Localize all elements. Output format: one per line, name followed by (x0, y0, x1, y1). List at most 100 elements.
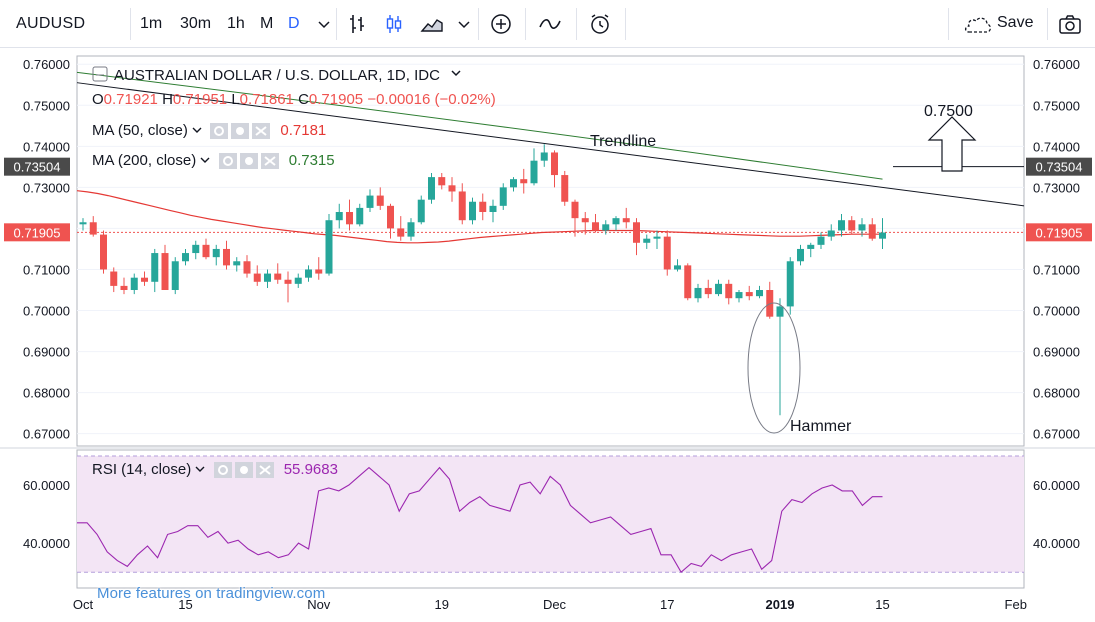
candle-body (622, 218, 630, 223)
save-label: Save (997, 14, 1034, 31)
price-tick-left: 0.76000 (23, 57, 70, 72)
price-tick-left: 0.68000 (23, 386, 70, 401)
top-toolbar: AUDUSD 1m 30m 1h M D Save (0, 0, 1095, 48)
candle-body (315, 269, 323, 274)
ohlc-high-label: H (162, 91, 173, 108)
candle-body (694, 287, 702, 299)
candle-body (469, 201, 476, 221)
price-tick-left: 0.69000 (23, 345, 70, 360)
rsi-settings-icons[interactable] (213, 461, 276, 479)
current-price-tag-right-bg (1026, 223, 1092, 242)
ohlc-change: −0.00016 (−0.02%) (367, 91, 496, 108)
candle-body (807, 244, 815, 249)
trendline-annotation: Trendline (590, 133, 657, 150)
marked-level-tag-left: 0.73504 (14, 160, 61, 175)
time-tick: Dec (543, 597, 567, 612)
interval-1h[interactable]: 1h (227, 15, 245, 32)
candle-body (756, 290, 763, 297)
candle-body (663, 236, 671, 270)
price-tick-left: 0.71000 (23, 262, 70, 277)
compare-add-icon[interactable] (489, 12, 513, 36)
candle-body (284, 279, 292, 284)
chart-area[interactable]: 0.76000 0.76000 0.75000 0.75000 0.74000 0.740… (0, 48, 1095, 622)
tradingview-watermark[interactable]: More features on tradingview.com (97, 585, 326, 602)
candle-body (253, 273, 261, 282)
time-tick: Nov (307, 597, 331, 612)
candle-body (725, 283, 733, 299)
legend-chevron-icon[interactable] (448, 68, 464, 80)
candle-body (233, 261, 241, 266)
interval-1m[interactable]: 1m (140, 15, 163, 32)
candle-body (633, 222, 640, 243)
interval-month[interactable]: M (260, 15, 274, 32)
ohlc-low-label: L (231, 91, 240, 108)
price-tick-left: 0.75000 (23, 98, 70, 113)
candles-style-icon[interactable] (382, 12, 406, 36)
price-tick-right: 0.76000 (1033, 57, 1080, 72)
candle-body (417, 199, 425, 223)
interval-dropdown-chevron-icon[interactable] (312, 12, 336, 36)
candle-body (479, 201, 487, 212)
alert-clock-icon[interactable] (588, 12, 612, 36)
toolbar-divider (336, 8, 337, 40)
candle-body (356, 207, 364, 225)
rsi-tick-left: 60.0000 (23, 478, 70, 493)
ma50-legend: MA (50, close) 0.7181 (92, 122, 326, 140)
candle-body (305, 269, 312, 278)
symbol-search[interactable]: AUDUSD (16, 15, 86, 32)
price-tick-right: 0.68000 (1033, 386, 1080, 401)
rsi-legend: RSI (14, close) 55.9683 (92, 461, 338, 479)
toolbar-divider (625, 8, 626, 40)
ma50-chevron-icon[interactable] (192, 125, 202, 135)
toolbar-divider (130, 8, 131, 40)
ma200-line (76, 71, 883, 180)
hammer-highlight-ellipse (747, 302, 801, 434)
bar-style-icon[interactable] (345, 12, 369, 36)
rsi-chevron-icon[interactable] (195, 464, 205, 474)
candle-body (243, 261, 251, 274)
price-tick-right: 0.73000 (1033, 180, 1080, 195)
cloud-icon (964, 17, 992, 33)
ma200-chevron-icon[interactable] (200, 155, 210, 165)
ma200-value: 0.7315 (288, 152, 335, 169)
candle-body (376, 195, 384, 206)
candle-body (817, 236, 825, 245)
candle-body (428, 177, 435, 200)
interval-30m[interactable]: 30m (180, 15, 212, 32)
candle-body (438, 177, 446, 186)
candle-body (571, 201, 579, 219)
candle-body (387, 205, 394, 229)
toolbar-divider (525, 8, 526, 40)
area-chart-icon[interactable] (420, 12, 444, 36)
candle-body (346, 212, 353, 225)
candle-body (581, 218, 589, 223)
toolbar-divider (948, 8, 949, 40)
collapse-legend-icon[interactable] (92, 66, 108, 82)
indicators-icon[interactable] (538, 12, 562, 36)
price-tick-right: 0.75000 (1033, 98, 1080, 113)
price-tick-left: 0.73000 (23, 180, 70, 195)
ma50-settings-icons[interactable] (210, 122, 272, 140)
time-tick: 17 (660, 597, 674, 612)
candle-body (89, 222, 97, 235)
camera-snapshot-icon[interactable] (1058, 12, 1082, 36)
legend-title-row: AUSTRALIAN DOLLAR / U.S. DOLLAR, 1D, IDC (92, 66, 464, 84)
ma200-settings-icons[interactable] (218, 152, 281, 170)
price-tick-left: 0.70000 (23, 304, 70, 319)
ma50-line (76, 190, 883, 244)
marked-level-tag-right-bg (1026, 157, 1092, 176)
rsi-label: RSI (14, close) (92, 461, 192, 478)
chart-type-chevron-icon[interactable] (452, 12, 476, 36)
price-tick-right: 0.67000 (1033, 427, 1080, 442)
candle-body (848, 220, 856, 231)
price-tick-right: 0.70000 (1033, 304, 1080, 319)
ma200-legend: MA (200, close) 0.7315 (92, 152, 335, 170)
time-tick: 2019 (766, 597, 795, 612)
candle-body (530, 160, 538, 184)
price-tick-right: 0.74000 (1033, 139, 1080, 154)
candle-body (264, 273, 271, 282)
interval-day[interactable]: D (288, 15, 300, 32)
candle-body (182, 253, 189, 262)
candle-body (540, 152, 548, 161)
candle-body (868, 224, 876, 239)
